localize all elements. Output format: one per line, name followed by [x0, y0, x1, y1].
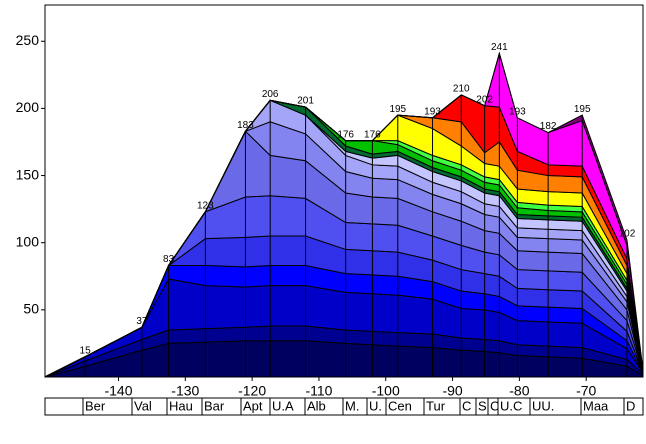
total-label: 193 — [509, 106, 526, 117]
stage-box — [44, 397, 84, 416]
stage-label: Maa — [583, 398, 609, 413]
stage-label: Alb — [307, 398, 326, 413]
stage-label: Cen — [388, 398, 412, 413]
x-tick-label: -100 — [372, 383, 400, 399]
total-label: 83 — [163, 254, 175, 265]
total-label: 182 — [540, 121, 557, 132]
total-label: 195 — [574, 104, 591, 115]
total-label: 123 — [197, 200, 214, 211]
stage-label: C — [462, 398, 471, 413]
x-tick-label: -70 — [576, 383, 596, 399]
stage-label: UU. — [532, 398, 554, 413]
total-label: 15 — [80, 345, 92, 356]
stage-label: U.C — [500, 398, 522, 413]
y-tick-label: 200 — [16, 99, 40, 115]
total-label: 193 — [424, 106, 441, 117]
total-label: 202 — [476, 94, 493, 105]
y-tick-label: 150 — [16, 166, 40, 182]
stage-label: Tur — [426, 398, 446, 413]
stage-label: Hau — [169, 398, 193, 413]
total-label: 210 — [453, 84, 470, 95]
total-label: 176 — [364, 129, 381, 140]
stage-label: Val — [134, 398, 152, 413]
x-tick-label: -110 — [305, 383, 332, 399]
total-label: 37 — [136, 316, 148, 327]
x-tick-label: -80 — [509, 383, 529, 399]
total-label: 176 — [337, 129, 354, 140]
stage-label: D — [626, 398, 635, 413]
total-label: 195 — [389, 104, 406, 115]
x-tick-label: -120 — [238, 383, 266, 399]
total-label: 102 — [619, 229, 636, 240]
total-label: 201 — [297, 96, 314, 107]
stage-label: U. — [369, 398, 382, 413]
plot-border — [44, 4, 644, 378]
stage-label: Ber — [85, 398, 106, 413]
stage-label: U.A — [272, 398, 294, 413]
stage-label: S — [478, 398, 487, 413]
x-tick-label: -130 — [171, 383, 199, 399]
stage-box — [623, 397, 644, 416]
stage-label: Bar — [204, 398, 225, 413]
total-label: 183 — [237, 120, 254, 131]
y-tick-label: 100 — [16, 233, 40, 249]
x-tick-label: -140 — [104, 383, 132, 399]
x-tick-label: -90 — [442, 383, 462, 399]
total-label: 206 — [262, 89, 279, 100]
total-label: 241 — [491, 42, 508, 53]
stage-label: Apt — [243, 398, 263, 413]
y-tick-label: 50 — [23, 301, 39, 317]
y-tick-label: 250 — [16, 32, 40, 48]
stage-label: M. — [345, 398, 359, 413]
stage-label: C — [490, 398, 499, 413]
